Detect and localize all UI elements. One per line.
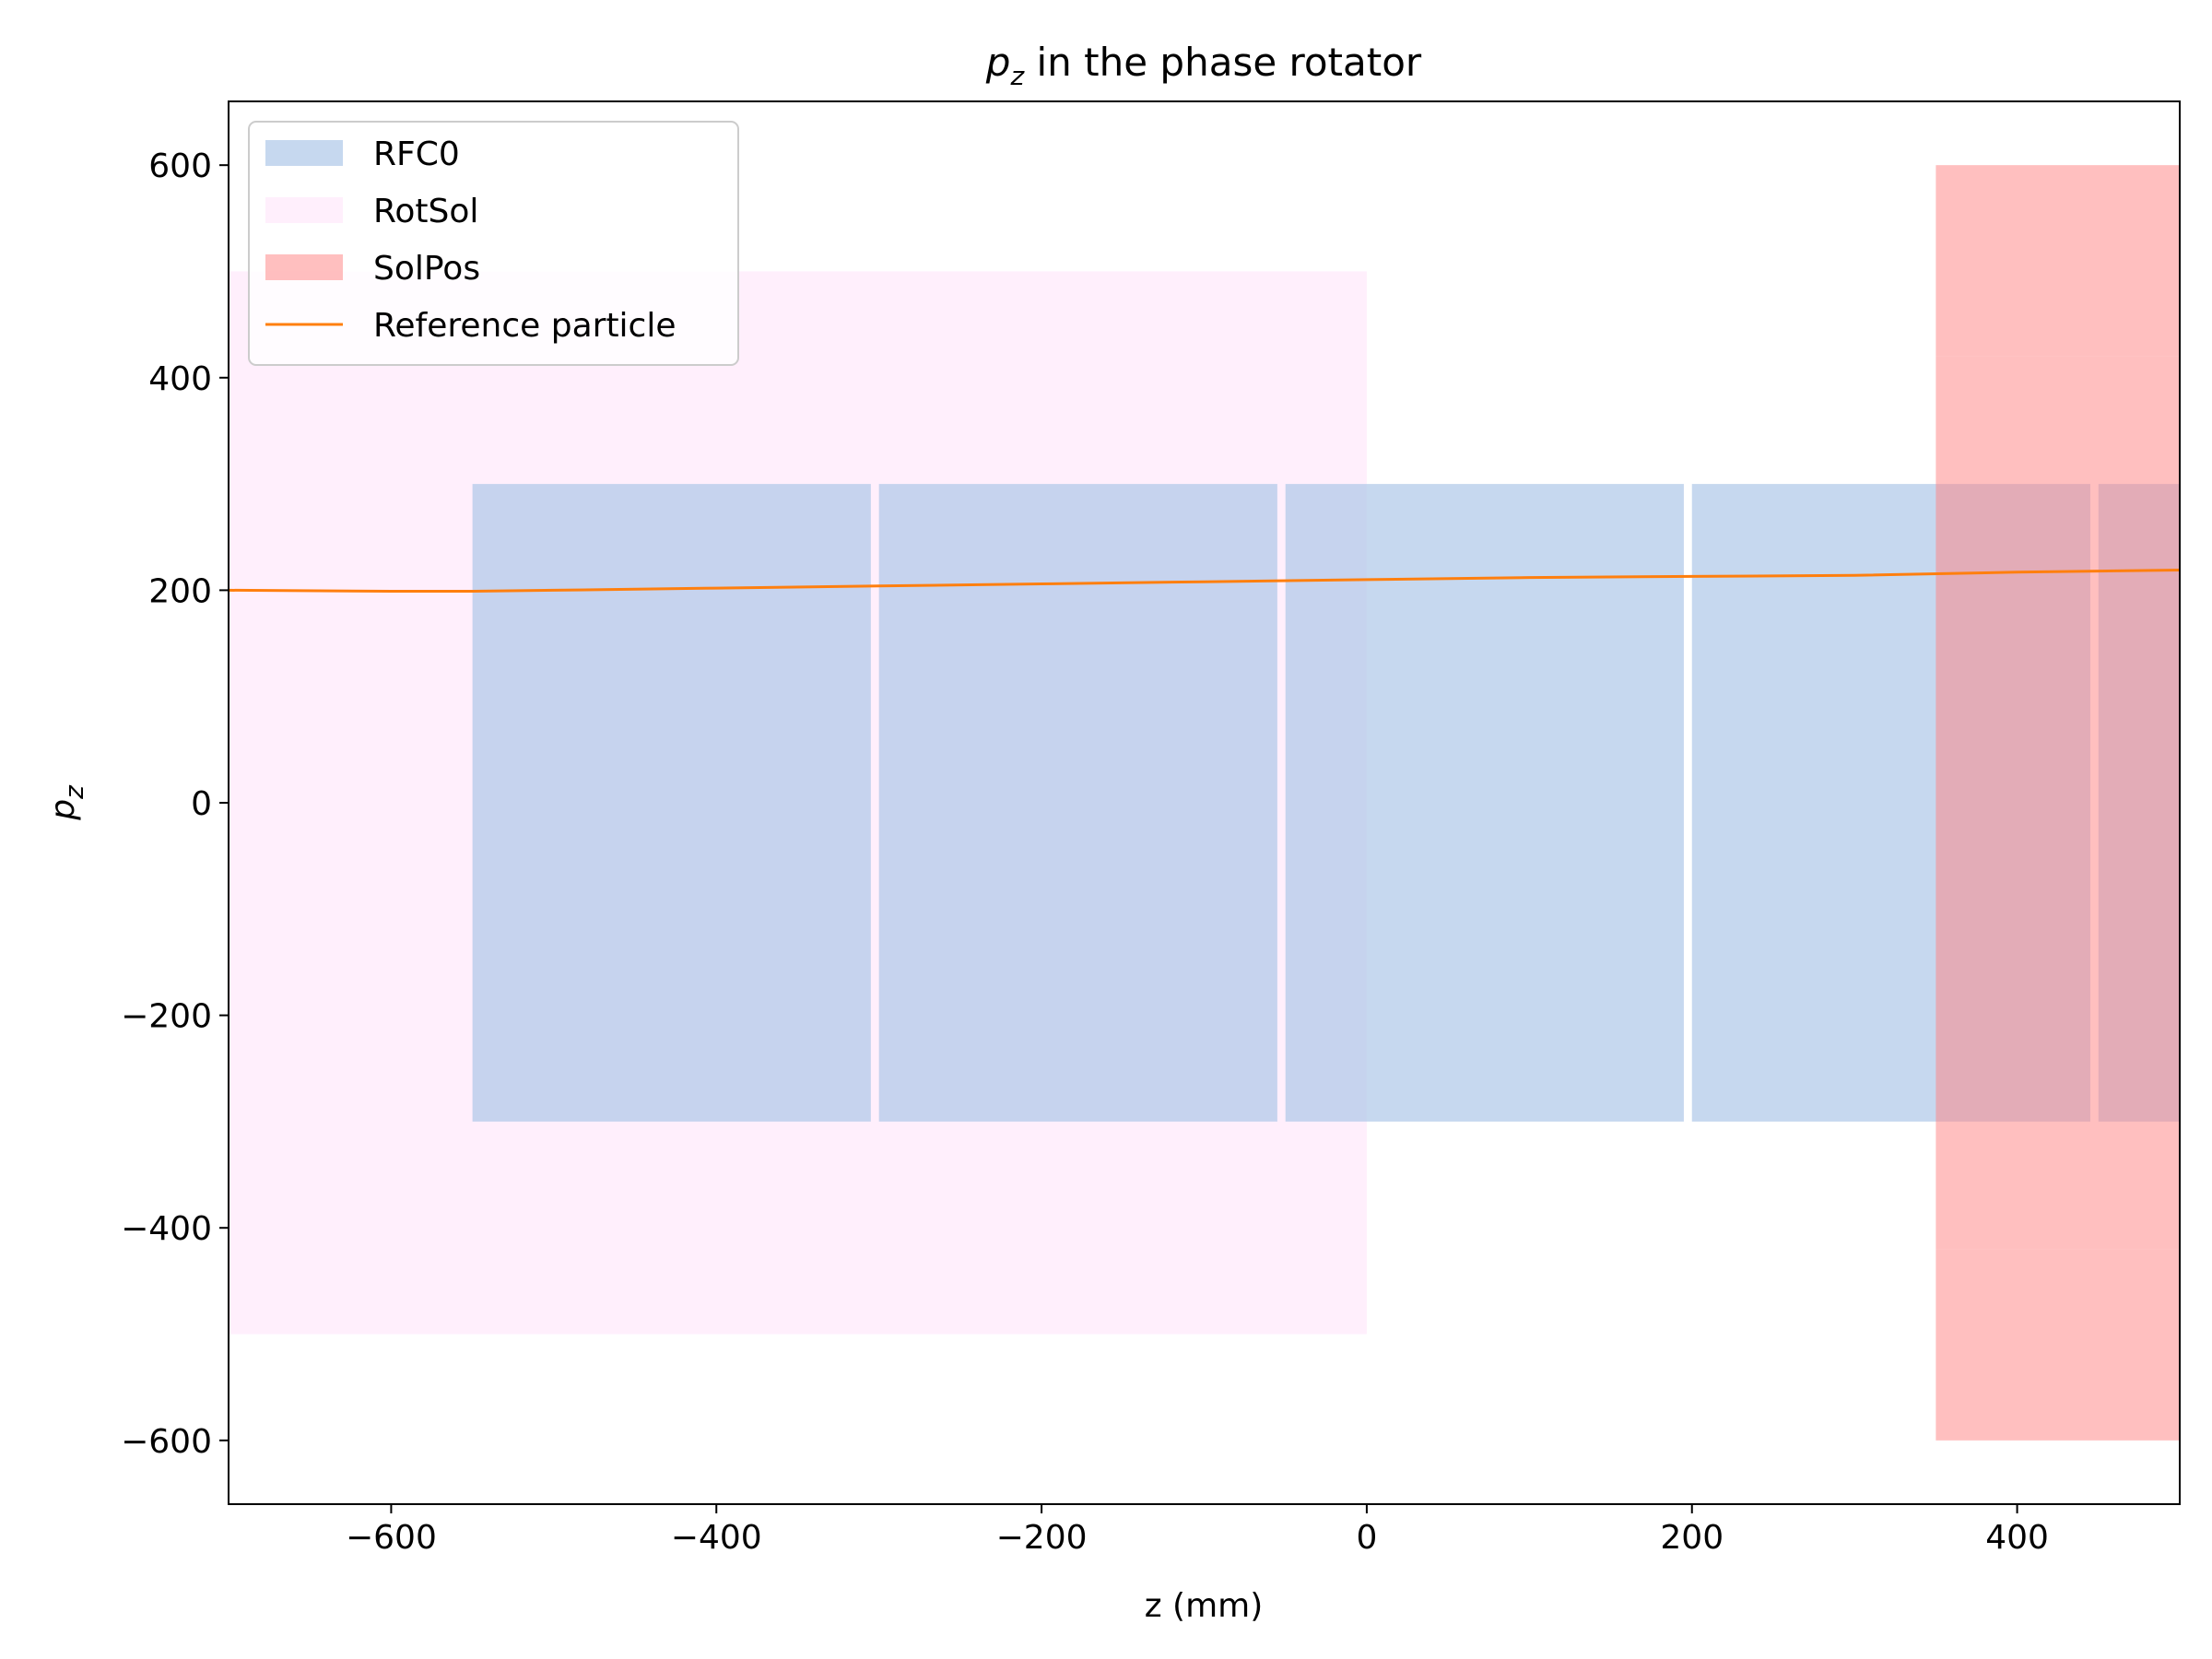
legend-label: Reference particle bbox=[373, 307, 677, 345]
x-axis-label: z (mm) bbox=[1145, 1587, 1264, 1625]
y-axis: −600 −400 −200 0 200 400 600 bbox=[121, 147, 229, 1461]
x-tick-label: 400 bbox=[1985, 1519, 2049, 1557]
y-label-symbol: p bbox=[44, 799, 82, 821]
legend-box bbox=[248, 121, 739, 366]
region-layer bbox=[229, 165, 2180, 1441]
x-tick-label: 0 bbox=[1356, 1519, 1377, 1557]
legend-swatch bbox=[265, 197, 343, 223]
x-tick-label: 200 bbox=[1660, 1519, 1724, 1557]
legend-swatch bbox=[265, 254, 343, 280]
region-rotsol-0 bbox=[229, 1185, 1367, 1335]
region-rfc0-2 bbox=[1285, 484, 1684, 1122]
legend: RFC0 RotSol SolPos Reference particle bbox=[248, 121, 739, 366]
region-rfc0-0 bbox=[472, 484, 871, 1122]
y-tick-label: 600 bbox=[148, 147, 212, 185]
y-tick-label: −600 bbox=[121, 1423, 212, 1461]
y-label-subscript: z bbox=[59, 784, 89, 800]
region-solpos-1 bbox=[1936, 356, 2180, 1250]
title-symbol: p bbox=[985, 40, 1011, 85]
y-tick-label: 0 bbox=[191, 785, 212, 823]
legend-swatch bbox=[265, 140, 343, 166]
y-tick-label: 400 bbox=[148, 360, 212, 398]
y-tick-label: −200 bbox=[121, 998, 212, 1036]
region-solpos-2 bbox=[1936, 165, 2180, 357]
y-axis-label: pz bbox=[44, 784, 89, 821]
title-rest: in the phase rotator bbox=[1024, 40, 1422, 85]
y-tick-label: −400 bbox=[121, 1210, 212, 1248]
line-layer bbox=[229, 569, 2180, 593]
chart-title: pz in the phase rotator bbox=[985, 40, 1422, 91]
region-rfc0-1 bbox=[878, 484, 1277, 1122]
title-subscript: z bbox=[1009, 61, 1025, 91]
y-tick-label: 200 bbox=[148, 572, 212, 610]
x-axis: −600 −400 −200 0 200 400 bbox=[346, 1504, 2049, 1557]
series-line-reference-particle bbox=[229, 569, 2180, 593]
region-solpos-0 bbox=[1936, 1249, 2180, 1441]
x-tick-label: −200 bbox=[996, 1519, 1088, 1557]
x-tick-label: −600 bbox=[346, 1519, 437, 1557]
x-tick-label: −400 bbox=[671, 1519, 762, 1557]
legend-label: SolPos bbox=[373, 250, 480, 288]
legend-label: RFC0 bbox=[373, 135, 460, 173]
legend-label: RotSol bbox=[373, 193, 478, 230]
